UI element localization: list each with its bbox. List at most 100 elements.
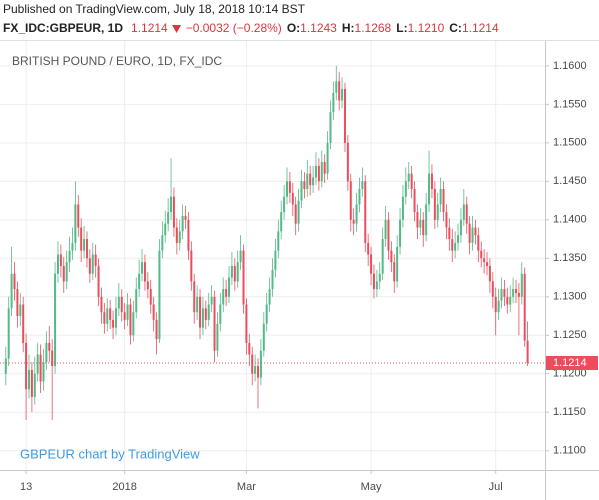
- last-value: 1.1214: [131, 21, 168, 35]
- candle-body: [225, 289, 228, 297]
- candle-body: [129, 304, 132, 336]
- candle-body: [436, 204, 439, 220]
- candle-body: [254, 366, 257, 374]
- candle-body: [314, 165, 317, 178]
- candle-body: [303, 181, 306, 190]
- y-tick-label: 1.1550: [553, 98, 587, 110]
- candle-body: [199, 296, 202, 328]
- y-tick-label: 1.1250: [553, 329, 587, 341]
- candle-body: [439, 189, 442, 205]
- candle-body: [372, 273, 375, 290]
- candle-body: [59, 254, 62, 267]
- candle-body: [471, 227, 474, 243]
- candle-body: [210, 296, 213, 305]
- candle-body: [172, 196, 175, 228]
- candle-body: [239, 250, 242, 263]
- x-tick-label: Jul: [489, 481, 503, 493]
- candle-body: [285, 181, 288, 197]
- candle-body: [27, 369, 30, 390]
- x-tick-label: May: [361, 481, 382, 493]
- candle-body: [16, 289, 19, 317]
- candle-body: [370, 254, 373, 274]
- candle-body: [375, 281, 378, 290]
- candle-body: [158, 250, 161, 340]
- candle-body: [141, 262, 144, 274]
- ohlc-value: 1.1243: [300, 21, 337, 35]
- candle-body: [236, 262, 239, 282]
- candle-body: [381, 239, 384, 274]
- candle-body: [257, 366, 260, 378]
- y-tick-label: 1.1100: [553, 445, 586, 457]
- candle-body: [523, 273, 526, 341]
- candle-body: [323, 162, 326, 174]
- candle-body: [112, 319, 115, 328]
- candle-body: [56, 254, 59, 274]
- y-tick-label: 1.1600: [553, 60, 587, 72]
- candle-body: [36, 354, 39, 374]
- candle-body: [262, 323, 265, 351]
- candle-body: [13, 273, 16, 290]
- candle-body: [65, 262, 68, 282]
- candle-body: [512, 289, 515, 297]
- candle-body: [219, 304, 222, 324]
- candle-body: [181, 215, 184, 232]
- candle-body: [326, 142, 329, 174]
- last-price-tag: [546, 356, 598, 370]
- candle-body: [410, 173, 413, 190]
- candle-body: [517, 292, 520, 297]
- candle-body: [312, 177, 315, 186]
- candle-body: [404, 181, 407, 197]
- candle-body: [430, 173, 433, 190]
- candle-body: [62, 266, 65, 282]
- candle-body: [146, 281, 149, 290]
- candle-body: [445, 212, 448, 228]
- candle-body: [488, 266, 491, 282]
- candle-body: [274, 250, 277, 270]
- candle-body: [245, 304, 248, 343]
- candle-body: [500, 289, 503, 301]
- y-tick-label: 1.1200: [553, 368, 587, 380]
- candle-body: [335, 81, 338, 93]
- candle-body: [228, 277, 231, 297]
- symbol: FX_IDC:GBPEUR, 1D: [3, 21, 123, 35]
- candle-body: [120, 296, 123, 313]
- candle-body: [230, 266, 233, 278]
- candle-body: [280, 212, 283, 232]
- candle-body: [7, 308, 10, 359]
- candle-body: [462, 204, 465, 220]
- candle-body: [48, 342, 51, 351]
- y-tick-label: 1.1350: [553, 252, 587, 264]
- candle-body: [132, 312, 135, 336]
- candle-body: [320, 162, 323, 182]
- candle-body: [361, 181, 364, 190]
- candle-body: [74, 204, 77, 243]
- candle-body: [283, 196, 286, 213]
- candle-body: [413, 189, 416, 213]
- ohlc-label: L:: [396, 21, 407, 35]
- candle-body: [329, 112, 332, 143]
- candle-body: [19, 304, 22, 317]
- candle-body: [149, 289, 152, 305]
- candle-body: [407, 173, 410, 182]
- candle-body: [184, 215, 187, 220]
- candle-body: [22, 304, 25, 343]
- candle-body: [277, 231, 280, 251]
- candle-body: [457, 235, 460, 243]
- ohlc-value: 1.1268: [355, 21, 392, 35]
- candle-body: [77, 204, 80, 228]
- candle-body: [187, 219, 190, 251]
- candle-body: [100, 296, 103, 313]
- ohlc-value: 1.1214: [462, 21, 499, 35]
- candle-body: [416, 212, 419, 228]
- candle-body: [109, 308, 112, 320]
- candle-body: [175, 227, 178, 243]
- candle-body: [355, 204, 358, 224]
- candle-body: [54, 273, 57, 367]
- candle-body: [390, 250, 393, 263]
- candle-body: [459, 219, 462, 236]
- candle-body: [349, 181, 352, 220]
- ohlc-label: C:: [449, 21, 462, 35]
